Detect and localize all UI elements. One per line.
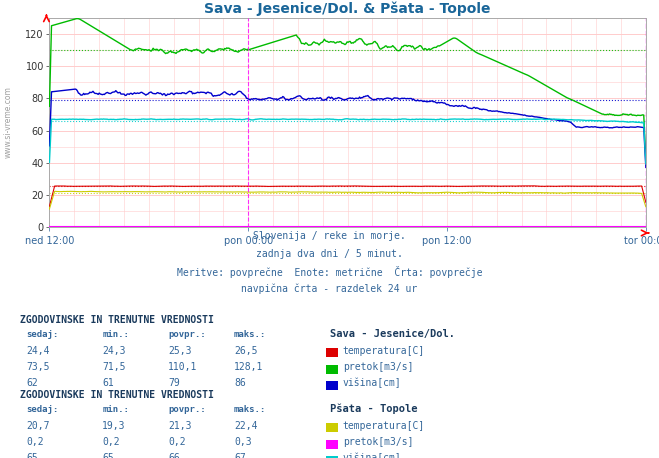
Text: 0,2: 0,2 — [168, 437, 186, 447]
Text: višina[cm]: višina[cm] — [343, 453, 401, 458]
Text: pretok[m3/s]: pretok[m3/s] — [343, 362, 413, 372]
Text: 61: 61 — [102, 378, 114, 388]
Text: sedaj:: sedaj: — [26, 330, 59, 339]
Text: ZGODOVINSKE IN TRENUTNE VREDNOSTI: ZGODOVINSKE IN TRENUTNE VREDNOSTI — [20, 315, 214, 325]
Text: www.si-vreme.com: www.si-vreme.com — [3, 87, 13, 158]
Text: navpična črta - razdelek 24 ur: navpična črta - razdelek 24 ur — [241, 284, 418, 294]
Text: pretok[m3/s]: pretok[m3/s] — [343, 437, 413, 447]
Text: 19,3: 19,3 — [102, 421, 126, 431]
Text: 20,7: 20,7 — [26, 421, 50, 431]
Text: 24,3: 24,3 — [102, 346, 126, 356]
Text: Slovenija / reke in morje.: Slovenija / reke in morje. — [253, 231, 406, 241]
Text: 65: 65 — [102, 453, 114, 458]
Title: Sava - Jesenice/Dol. & Pšata - Topole: Sava - Jesenice/Dol. & Pšata - Topole — [204, 1, 491, 16]
Text: 71,5: 71,5 — [102, 362, 126, 372]
Text: 21,3: 21,3 — [168, 421, 192, 431]
Text: 86: 86 — [234, 378, 246, 388]
Text: 22,4: 22,4 — [234, 421, 258, 431]
Text: 24,4: 24,4 — [26, 346, 50, 356]
Text: višina[cm]: višina[cm] — [343, 378, 401, 388]
Text: povpr.:: povpr.: — [168, 405, 206, 414]
Text: 62: 62 — [26, 378, 38, 388]
Text: maks.:: maks.: — [234, 330, 266, 339]
Text: 128,1: 128,1 — [234, 362, 264, 372]
Text: 26,5: 26,5 — [234, 346, 258, 356]
Text: temperatura[C]: temperatura[C] — [343, 346, 425, 356]
Text: 110,1: 110,1 — [168, 362, 198, 372]
Text: ZGODOVINSKE IN TRENUTNE VREDNOSTI: ZGODOVINSKE IN TRENUTNE VREDNOSTI — [20, 390, 214, 400]
Text: Pšata - Topole: Pšata - Topole — [330, 404, 417, 414]
Text: 65: 65 — [26, 453, 38, 458]
Text: sedaj:: sedaj: — [26, 405, 59, 414]
Text: 0,3: 0,3 — [234, 437, 252, 447]
Text: maks.:: maks.: — [234, 405, 266, 414]
Text: 73,5: 73,5 — [26, 362, 50, 372]
Text: min.:: min.: — [102, 330, 129, 339]
Text: Sava - Jesenice/Dol.: Sava - Jesenice/Dol. — [330, 329, 455, 339]
Text: temperatura[C]: temperatura[C] — [343, 421, 425, 431]
Text: 25,3: 25,3 — [168, 346, 192, 356]
Text: zadnja dva dni / 5 minut.: zadnja dva dni / 5 minut. — [256, 249, 403, 259]
Text: povpr.:: povpr.: — [168, 330, 206, 339]
Text: 0,2: 0,2 — [26, 437, 44, 447]
Text: 0,2: 0,2 — [102, 437, 120, 447]
Text: 79: 79 — [168, 378, 180, 388]
Text: Meritve: povprečne  Enote: metrične  Črta: povprečje: Meritve: povprečne Enote: metrične Črta:… — [177, 266, 482, 278]
Text: 67: 67 — [234, 453, 246, 458]
Text: 66: 66 — [168, 453, 180, 458]
Text: min.:: min.: — [102, 405, 129, 414]
